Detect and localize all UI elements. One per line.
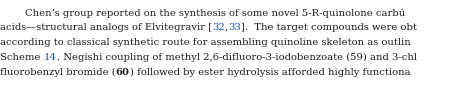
Text: 33: 33 bbox=[228, 23, 241, 32]
Text: ,: , bbox=[225, 23, 228, 32]
Text: 32: 32 bbox=[212, 23, 225, 32]
Text: ].  The target compounds were obt: ]. The target compounds were obt bbox=[241, 23, 417, 32]
Text: acids—structural analogs of Elvitegravir [: acids—structural analogs of Elvitegravir… bbox=[0, 23, 212, 32]
Text: ) followed by ester hydrolysis afforded highly functiona: ) followed by ester hydrolysis afforded … bbox=[129, 68, 410, 77]
Text: 60: 60 bbox=[116, 68, 129, 77]
Text: according to classical synthetic route for assembling quinoline skeleton as outl: according to classical synthetic route f… bbox=[0, 38, 411, 47]
Text: 14: 14 bbox=[44, 53, 56, 62]
Text: Scheme: Scheme bbox=[0, 53, 44, 62]
Text: . Negishi coupling of methyl 2,6-difluoro-3-iodobenzoate (59) and 3-chl: . Negishi coupling of methyl 2,6-difluor… bbox=[56, 53, 417, 62]
Text: Chen’s group reported on the synthesis of some novel 5-R-quinolone carbú: Chen’s group reported on the synthesis o… bbox=[0, 8, 405, 17]
Text: fluorobenzyl bromide (: fluorobenzyl bromide ( bbox=[0, 68, 116, 77]
